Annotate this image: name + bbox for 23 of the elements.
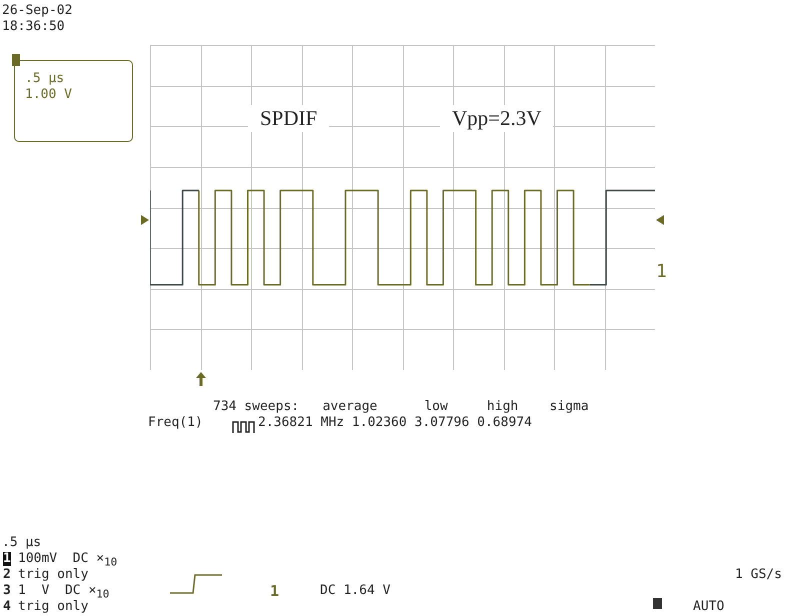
- text: 2.36821 MHz 1.02360 3.07796 0.68974: [258, 415, 532, 430]
- text: 2: [3, 567, 11, 582]
- text: SPDIF: [248, 105, 330, 132]
- text: 100mV DC ×$_{10}$: [18, 551, 118, 569]
- text: 1 V DC ×$_{10}$: [18, 583, 110, 601]
- text: 18:36:50: [2, 19, 65, 34]
- text: .5 μs: [25, 71, 64, 86]
- text: 1: [3, 551, 11, 566]
- text: trig only: [18, 599, 88, 614]
- text: DC 1.64 V: [320, 583, 390, 598]
- text: 1 GS/s: [735, 567, 782, 582]
- text: trig only: [18, 567, 88, 582]
- text: 4: [3, 599, 11, 614]
- text: 26-Sep-02: [2, 3, 72, 18]
- text: 1.00 V: [25, 87, 72, 102]
- text: 1: [656, 261, 667, 282]
- text: Freq(1): [148, 415, 203, 430]
- text: .5 μs: [2, 535, 42, 550]
- text: 1: [270, 582, 280, 600]
- text: 3: [3, 583, 11, 598]
- text: 734 sweeps: average low high sigma: [213, 399, 589, 414]
- text: AUTO: [693, 599, 724, 614]
- text: Vpp=2.3V: [440, 105, 554, 132]
